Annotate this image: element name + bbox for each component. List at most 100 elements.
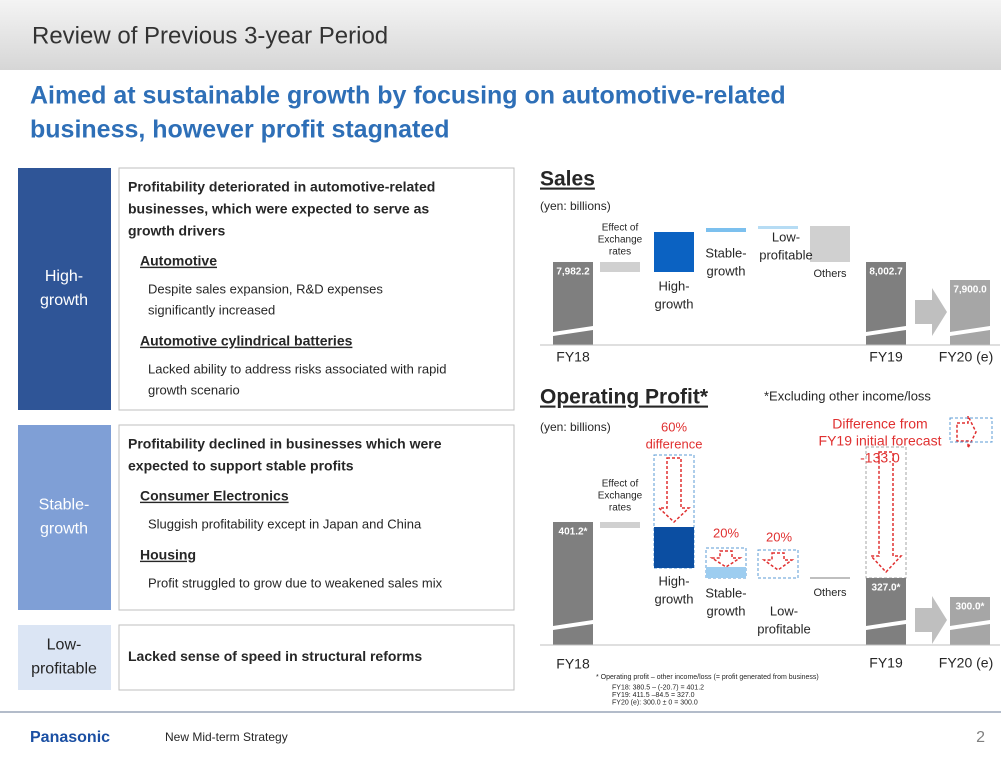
bar (553, 624, 593, 645)
dashed-outline (757, 549, 799, 579)
item-text: growth scenario (148, 382, 240, 397)
bar (950, 280, 990, 332)
value-label: 7,982.2 (556, 267, 590, 278)
unit-label: (yen: billions) (540, 420, 611, 434)
bar-label: Effect of (602, 479, 639, 490)
footnote: * Operating profit – other income/loss (… (596, 674, 819, 681)
bar-label: Exchange (598, 491, 643, 502)
bar-label: Others (813, 268, 847, 280)
item-heading: Automotive (140, 253, 217, 269)
bar-label: Others (813, 587, 847, 599)
value-label: 401.2* (559, 527, 588, 538)
chart-note: *Excluding other income/loss (764, 388, 931, 403)
bar-label: growth (654, 591, 693, 606)
bar (950, 330, 990, 345)
axis-label: FY19 (869, 349, 903, 365)
arrow (915, 288, 947, 336)
high-growth-panel (118, 167, 515, 411)
header-bar (0, 0, 1001, 70)
bar (866, 330, 906, 345)
item-heading: Housing (140, 547, 196, 563)
sales-chart (540, 226, 1000, 346)
bar (706, 228, 746, 232)
bar (600, 522, 640, 528)
value-label: 300.0* (956, 602, 985, 613)
bar (654, 527, 694, 568)
section-summary: businesses, which were expected to serve… (128, 201, 429, 217)
bar-label: rates (609, 247, 631, 258)
value-label: 8,002.7 (869, 267, 903, 278)
bar (553, 522, 593, 626)
bar-label: Exchange (598, 235, 643, 246)
bar-label: rates (609, 503, 631, 514)
slide-title: Review of Previous 3-year Period (32, 22, 388, 49)
stable-growth-box (18, 425, 111, 610)
low-profitable-panel (118, 624, 515, 691)
bar-label: High- (658, 278, 689, 293)
section-label: profitable (31, 661, 97, 678)
bar-label: Low- (770, 603, 798, 618)
annotation: 20% (713, 525, 739, 540)
section-label: Stable- (39, 497, 90, 514)
bar (866, 624, 906, 645)
axis-label: FY18 (556, 349, 590, 365)
bar-label: Low- (772, 229, 800, 244)
bar-label: growth (706, 603, 745, 618)
footnote: FY19: 411.5 –84.5 = 327.0 (612, 692, 695, 699)
profit-chart (540, 415, 1000, 646)
brand-logo: Panasonic (30, 729, 110, 746)
section-label: growth (40, 292, 88, 309)
value-label: 327.0* (872, 583, 901, 594)
axis-label: FY20 (e) (939, 349, 993, 365)
footer-text: New Mid-term Strategy (165, 730, 288, 744)
section-label: Low- (47, 637, 82, 654)
bar-label: Effect of (602, 223, 639, 234)
red-arrows (657, 415, 977, 574)
annotation: -133.0 (860, 450, 900, 466)
value-label: 7,900.0 (953, 285, 987, 296)
axis-label: FY19 (869, 655, 903, 671)
footnote: FY20 (e): 300.0 ± 0 = 300.0 (612, 699, 698, 706)
bar-label: growth (654, 296, 693, 311)
item-text: Sluggish profitability except in Japan a… (148, 516, 422, 531)
bar (600, 262, 640, 272)
item-text: Lacked ability to address risks associat… (148, 361, 446, 376)
bar (553, 262, 593, 332)
arrow (915, 596, 947, 644)
section-summary: Profitability deteriorated in automotive… (128, 179, 435, 195)
item-text: Profit struggled to grow due to weakened… (148, 575, 443, 590)
item-heading: Consumer Electronics (140, 488, 289, 504)
section-summary: expected to support stable profits (128, 458, 354, 474)
annotation: 60% (661, 419, 687, 434)
item-text: Despite sales expansion, R&D expenses (148, 281, 383, 296)
high-growth-box (18, 168, 111, 410)
bar-label: High- (658, 573, 689, 588)
bar (950, 624, 990, 645)
page-number: 2 (976, 729, 985, 746)
footnote: FY18: 380.5 – (-20.7) = 401.2 (612, 684, 704, 691)
bar (654, 232, 694, 272)
legend-box (949, 417, 993, 443)
bar-label: Stable- (705, 585, 746, 600)
bar (866, 578, 906, 626)
annotation: Difference from (832, 416, 927, 432)
chart-title: Operating Profit* (540, 386, 709, 409)
dashed-outline (865, 446, 907, 579)
bar-label: profitable (757, 621, 810, 636)
axis-label: FY20 (e) (939, 655, 993, 671)
section-summary: growth drivers (128, 223, 225, 239)
bar (706, 567, 746, 578)
section-label: High- (45, 268, 83, 285)
section-summary: Profitability declined in businesses whi… (128, 436, 442, 452)
bar (758, 226, 798, 229)
headline: Aimed at sustainable growth by focusing … (30, 82, 786, 110)
bar-label: profitable (759, 247, 812, 262)
bar-label: growth (706, 263, 745, 278)
chart-title: Sales (540, 168, 595, 191)
annotation: 20% (766, 529, 792, 544)
bar (866, 262, 906, 332)
unit-label: (yen: billions) (540, 199, 611, 213)
axis-label: FY18 (556, 656, 590, 672)
low-profitable-box (18, 625, 111, 690)
